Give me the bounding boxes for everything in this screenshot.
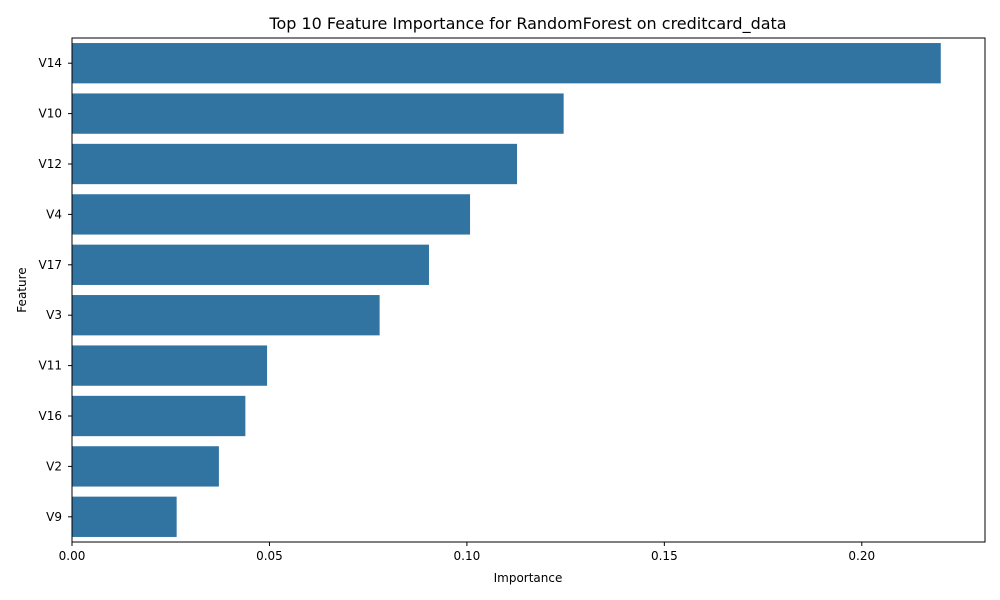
x-tick-label: 0.00 [59, 549, 86, 563]
bar-v4 [72, 194, 471, 235]
bar-v11 [72, 345, 268, 386]
bar-v17 [72, 244, 429, 285]
y-tick-label: V12 [39, 157, 62, 171]
y-tick-label: V9 [46, 510, 62, 524]
y-tick-label: V2 [46, 459, 62, 473]
bar-v9 [72, 496, 177, 537]
y-tick-label: V14 [39, 56, 62, 70]
y-tick-label: V11 [39, 359, 62, 373]
y-tick-label: V3 [46, 308, 62, 322]
bar-v3 [72, 295, 380, 336]
y-tick-label: V16 [39, 409, 62, 423]
bar-v2 [72, 446, 219, 487]
bar-v14 [72, 43, 941, 84]
x-tick-label: 0.20 [848, 549, 875, 563]
plot-frame [71, 37, 986, 543]
y-axis-label: Feature [15, 267, 29, 312]
x-tick-label: 0.05 [256, 549, 283, 563]
y-tick-label: V4 [46, 207, 62, 221]
chart-title: Top 10 Feature Importance for RandomFore… [268, 14, 786, 34]
x-tick-label: 0.10 [454, 549, 481, 563]
bar-v16 [72, 395, 246, 437]
x-axis-ticks: 0.00 0.05 0.10 0.15 0.20 [59, 542, 875, 563]
x-axis-label: Importance [494, 571, 563, 585]
y-tick-label: V10 [39, 107, 62, 121]
bars-group [72, 43, 941, 537]
bar-v12 [72, 143, 518, 185]
x-tick-label: 0.15 [651, 549, 678, 563]
bar-v10 [72, 93, 564, 134]
y-tick-label: V17 [39, 258, 62, 272]
y-axis-ticks: V14 V10 V12 V4 V17 V3 V11 V16 V2 V9 [39, 56, 72, 524]
